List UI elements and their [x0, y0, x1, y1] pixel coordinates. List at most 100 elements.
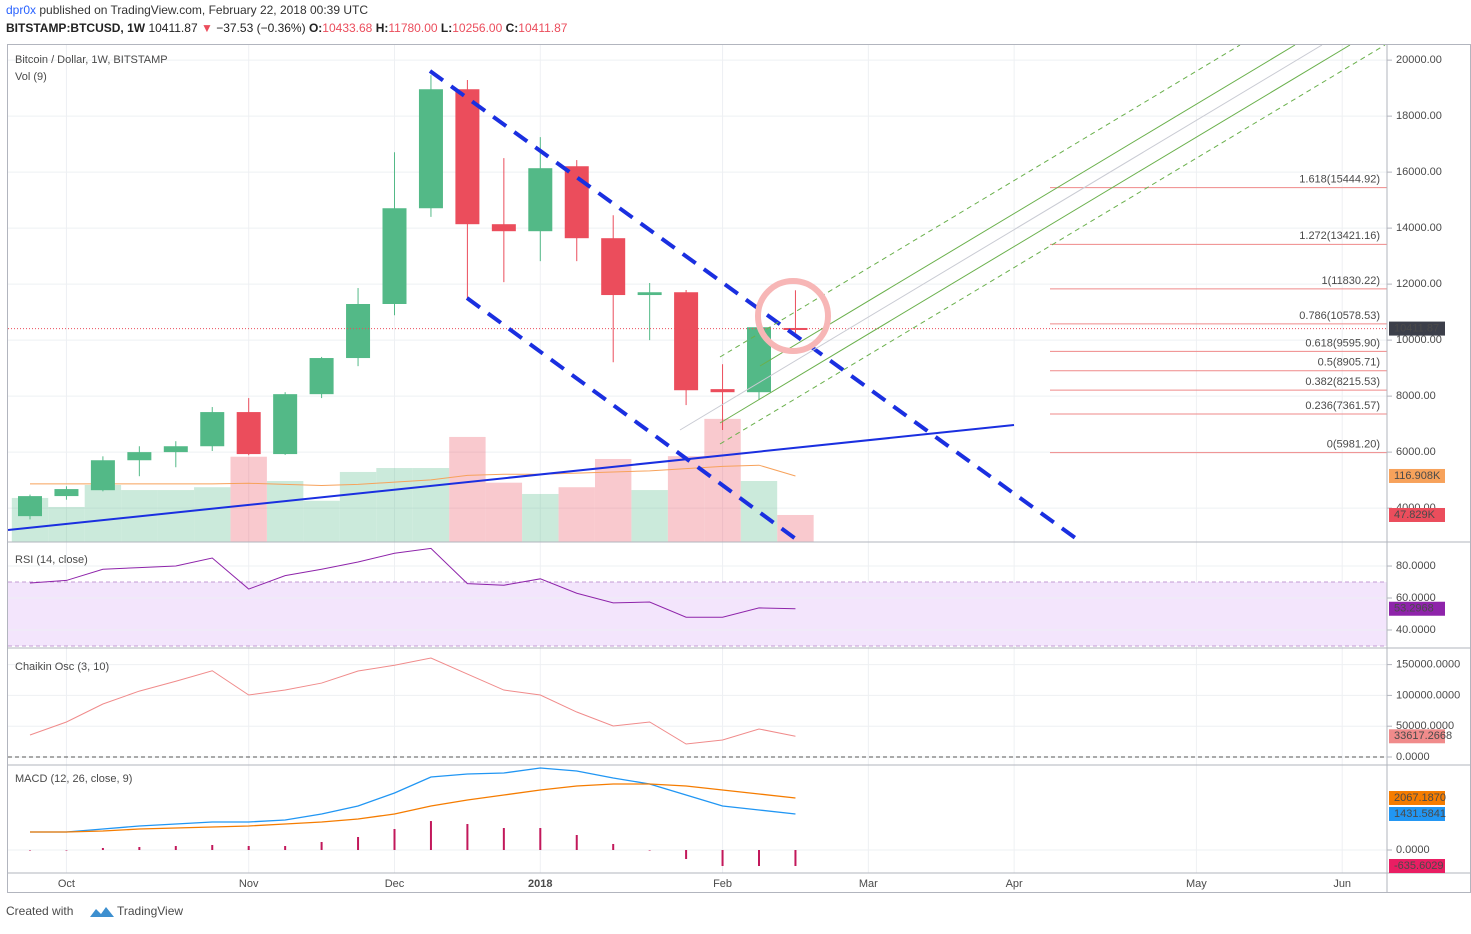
histogram-bar — [685, 850, 688, 860]
y-tick-label: 0.0000 — [1396, 844, 1430, 856]
price-badge — [1389, 601, 1445, 616]
x-tick-label: Apr — [1006, 878, 1023, 890]
candle-body — [382, 208, 407, 304]
price-badge — [1389, 790, 1445, 805]
price-badge-label: 2067.1870 — [1394, 792, 1446, 804]
price-badge — [1389, 321, 1445, 336]
candle-body — [418, 89, 443, 209]
price-badge-label: 116.908K — [1394, 470, 1441, 482]
volume-bar — [266, 481, 304, 542]
y-tick-label: 6000.00 — [1396, 446, 1436, 458]
price-badge — [1389, 858, 1445, 873]
ohlc-value: 10433.68 — [322, 21, 372, 35]
candle-body — [637, 292, 662, 296]
x-tick-label: Mar — [859, 878, 878, 890]
candle-body — [346, 304, 371, 359]
ohlc-label: L: — [441, 21, 452, 35]
x-tick-label: Oct — [58, 878, 75, 890]
histogram-bar — [429, 821, 432, 851]
candle-body — [528, 168, 553, 232]
macd-line — [30, 783, 796, 833]
symbol-line: BITSTAMP:BTCUSD, 1W 10411.87 ▼ −37.53 (−… — [6, 21, 568, 35]
pitchfork-line — [719, 45, 1241, 358]
fib-label: 0(5981.20) — [1327, 439, 1380, 451]
footer-brand[interactable]: TradingView — [117, 904, 183, 918]
indicator-line — [29, 547, 796, 618]
y-tick-label: 60.0000 — [1396, 592, 1436, 604]
change: −37.53 (−0.36%) — [216, 21, 305, 35]
volume-bar — [376, 468, 413, 542]
x-tick-label: Dec — [385, 878, 405, 890]
volume-bar — [303, 500, 340, 542]
histogram-bar — [393, 829, 396, 851]
histogram-bar — [575, 835, 578, 851]
volume-bar — [667, 456, 705, 542]
candle-body — [200, 412, 225, 447]
candle-body — [455, 89, 480, 225]
pitchfork-median — [679, 45, 1323, 431]
histogram-bar — [539, 828, 542, 851]
y-tick-label: 18000.00 — [1396, 110, 1442, 122]
volume-bar — [230, 456, 267, 542]
y-tick-label: 50000.0000 — [1396, 720, 1454, 732]
volume-bar — [194, 487, 231, 542]
fib-label: 1(11830.22) — [1321, 275, 1380, 287]
histogram-bar — [758, 850, 760, 867]
volume-bar — [449, 436, 486, 542]
y-tick-label: 10000.00 — [1396, 334, 1442, 346]
histogram-bar — [247, 846, 250, 851]
histogram-bar — [101, 847, 104, 851]
histogram-bar — [466, 824, 469, 851]
fib-label: 1.618(15444.92) — [1299, 174, 1380, 186]
logo — [90, 907, 114, 917]
macd-line — [30, 767, 796, 833]
volume-bar — [339, 471, 377, 542]
x-tick-label: Nov — [239, 878, 259, 890]
histogram-bar — [174, 846, 177, 851]
trend-line — [8, 424, 1015, 531]
candle-body — [90, 460, 115, 491]
down-arrow: ▼ — [201, 21, 213, 35]
histogram-bar — [320, 842, 323, 851]
ohlc-value: 10256.00 — [452, 21, 502, 35]
histogram-bar — [502, 828, 505, 851]
histogram-bar — [721, 850, 724, 867]
fib-label: 0.5(8905.71) — [1318, 357, 1380, 369]
price-badge-label: 47.829K — [1394, 509, 1436, 521]
price-badge — [1389, 806, 1445, 821]
volume-bar — [412, 468, 450, 542]
histogram-bar — [284, 846, 287, 851]
author[interactable]: dpr0x — [6, 3, 36, 17]
y-tick-label: 80.0000 — [1396, 560, 1436, 572]
volume-bar — [631, 490, 668, 542]
x-tick-label: Jun — [1333, 878, 1351, 890]
published: published on TradingView.com, February 2… — [39, 3, 368, 17]
y-tick-label: 12000.00 — [1396, 278, 1442, 290]
pane-title: Bitcoin / Dollar, 1W, BITSTAMP — [15, 54, 168, 66]
symbol: BITSTAMP:BTCUSD, 1W — [6, 21, 146, 35]
candle-body — [18, 496, 42, 517]
volume-bar — [485, 482, 523, 542]
ohlc-label: O: — [309, 21, 322, 35]
price-badge-label: 10411.87 — [1394, 322, 1439, 334]
candle-body — [163, 446, 188, 453]
pane-title: Vol (9) — [15, 71, 47, 83]
volume-bar — [740, 481, 778, 542]
candle-body — [674, 292, 699, 391]
candle-body — [236, 412, 261, 455]
last: 10411.87 — [148, 21, 197, 35]
ohlc-label: C: — [506, 21, 519, 35]
volume-bar — [157, 490, 194, 542]
pane-title: Chaikin Osc (3, 10) — [15, 661, 109, 673]
price-badge — [1389, 507, 1445, 522]
price-badge-label: 53.2968 — [1394, 603, 1434, 615]
volume-ma — [30, 464, 796, 487]
volume-bar — [522, 493, 559, 542]
x-tick-label: 2018 — [528, 878, 552, 890]
header-line: dpr0x published on TradingView.com, Febr… — [6, 3, 368, 17]
histogram-bar — [29, 850, 31, 851]
histogram-bar — [357, 836, 360, 851]
ohlc-value: 10411.87 — [518, 21, 567, 35]
